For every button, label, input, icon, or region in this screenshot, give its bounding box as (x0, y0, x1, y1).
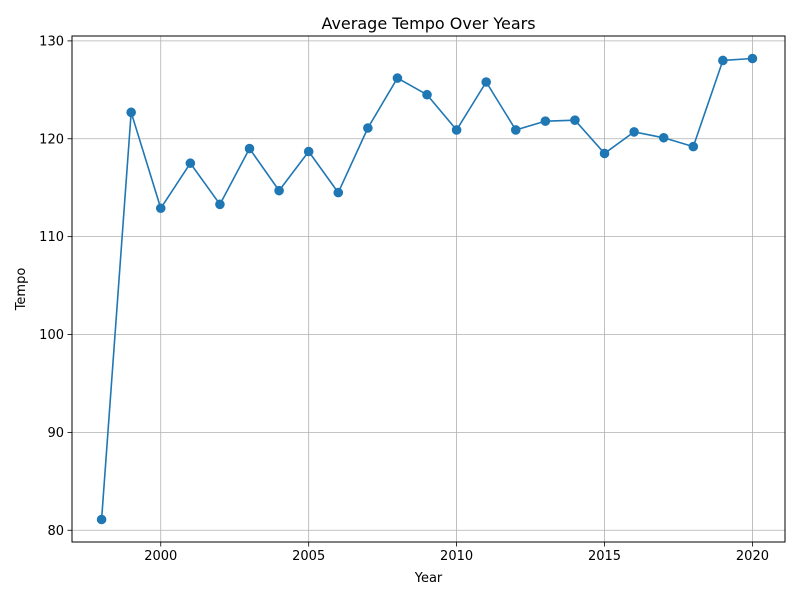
data-point (540, 116, 551, 126)
data-point (629, 127, 639, 137)
data-point (688, 141, 699, 152)
x-tick-label: 2005 (292, 549, 325, 564)
data-point (747, 53, 758, 64)
x-axis-label: Year (414, 571, 443, 586)
data-point (155, 203, 166, 214)
data-point (718, 55, 728, 66)
x-tick-label: 2000 (144, 549, 177, 564)
data-point (215, 199, 225, 210)
data-point (510, 125, 521, 135)
x-tick-label: 2020 (736, 549, 769, 564)
y-tick-label: 130 (39, 34, 64, 49)
data-point (303, 146, 314, 157)
data-point (363, 123, 373, 133)
data-point (333, 187, 344, 198)
tick-layer: 2000 2005 2010 2015 2020 80 90 100 110 120 130 (39, 34, 769, 564)
data-point (658, 132, 669, 143)
data-point (244, 143, 255, 154)
data-point (274, 185, 284, 196)
data-point (599, 148, 610, 159)
y-tick-label: 110 (39, 230, 64, 245)
data-point (392, 73, 403, 83)
y-tick-label: 90 (47, 426, 64, 441)
data-point (126, 107, 136, 118)
y-tick-label: 100 (39, 328, 64, 343)
data-point (96, 514, 107, 525)
y-axis-label: Tempo (14, 268, 29, 312)
chart-title: Average Tempo Over Years (321, 14, 535, 33)
plot-frame (71, 35, 786, 543)
data-point (570, 115, 580, 125)
data-point (451, 125, 462, 135)
x-tick-label: 2010 (440, 549, 473, 564)
x-tick-label: 2015 (588, 549, 621, 564)
y-tick-label: 80 (47, 524, 64, 539)
data-point (422, 89, 432, 100)
data-point (185, 158, 196, 169)
series-layer (96, 53, 758, 525)
data-point (481, 77, 491, 87)
y-tick-label: 120 (39, 132, 64, 147)
